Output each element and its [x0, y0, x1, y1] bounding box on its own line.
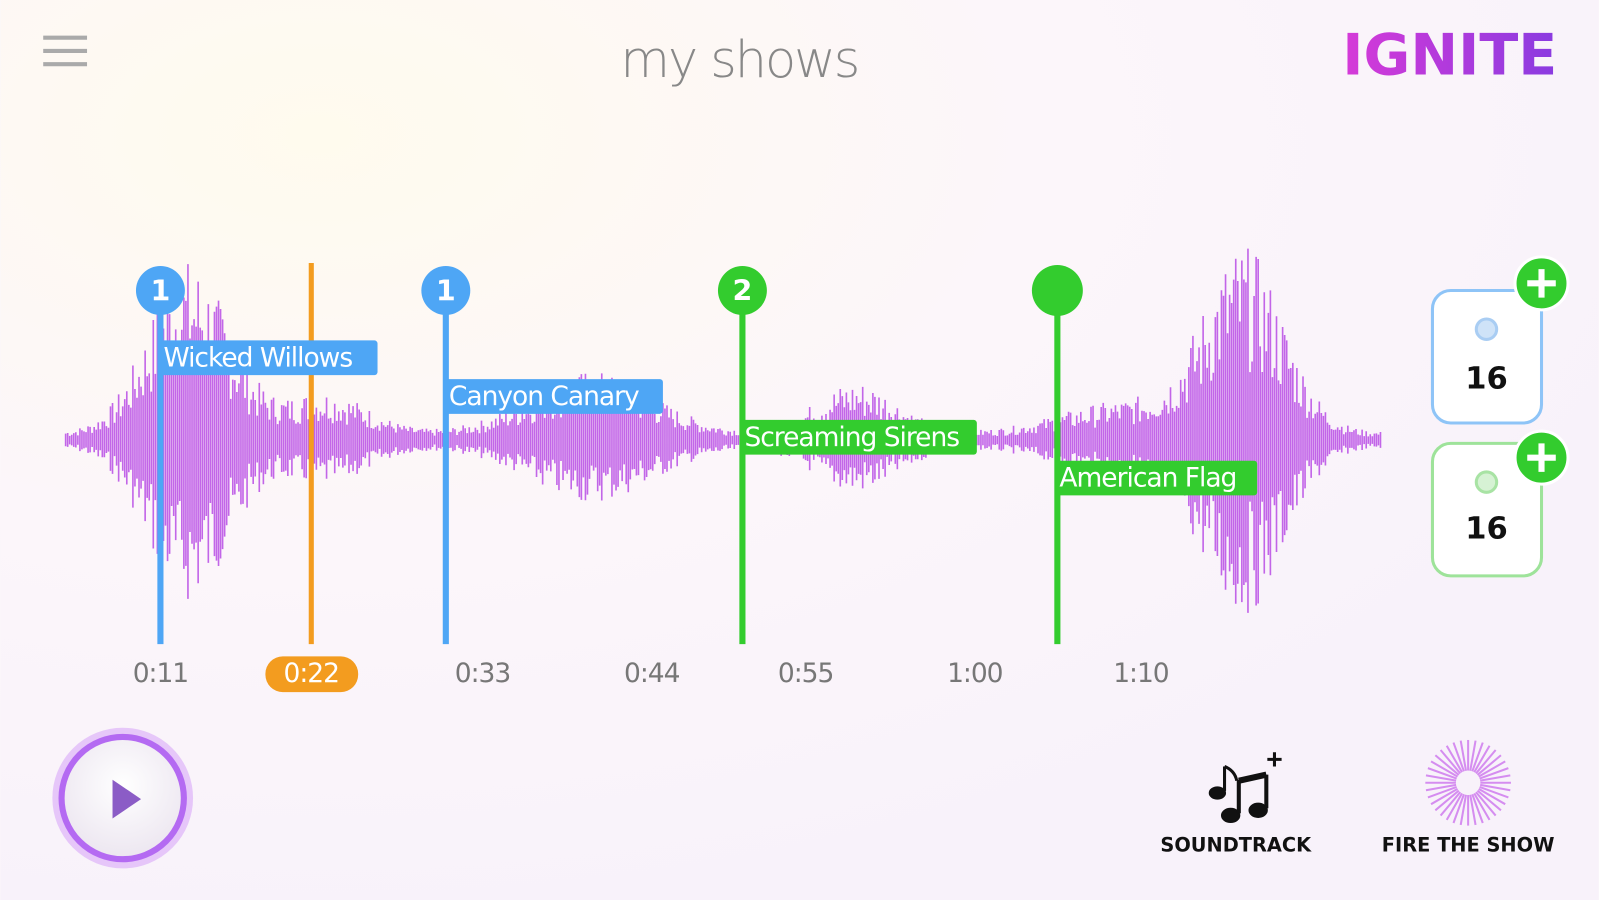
time-label: 0:44 [624, 658, 680, 689]
cue[interactable]: 1 Wicked Willows [135, 266, 378, 645]
cue-badge: 1 [151, 275, 171, 308]
burst-ray [1475, 791, 1497, 817]
burst-ray [1427, 767, 1457, 780]
burst-ray [1469, 740, 1477, 771]
logo: IGNITE [1342, 23, 1557, 89]
cue[interactable]: 2 Screaming Sirens [717, 266, 977, 645]
cue-badge: 1 [436, 275, 456, 308]
menu-button[interactable] [43, 35, 88, 67]
counter-card[interactable]: 16 [1430, 288, 1544, 425]
time-label: 0:33 [455, 658, 510, 689]
fire-show-button[interactable]: FIRE THE SHOW [1382, 739, 1555, 857]
burst-ray [1430, 788, 1459, 806]
action-label: FIRE THE SHOW [1382, 833, 1555, 856]
cue-label: Screaming Sirens [744, 422, 959, 453]
burst-ray [1473, 745, 1491, 773]
time-label: 1:00 [947, 658, 1003, 689]
burst-ray [1427, 786, 1457, 799]
burst-ray [1452, 793, 1465, 824]
burst-ray [1434, 754, 1460, 776]
play-button[interactable] [52, 727, 194, 869]
cue-label: Wicked Willows [163, 342, 352, 373]
add-button[interactable] [1513, 429, 1570, 486]
counter-value: 16 [1465, 362, 1508, 397]
burst-ray [1459, 794, 1468, 826]
burst-ray [1425, 783, 1457, 792]
burst-ray [1445, 745, 1463, 773]
burst-ray [1439, 791, 1462, 817]
cue[interactable]: 1 Canyon Canary [421, 266, 663, 645]
burst-ray [1439, 749, 1462, 775]
burst-ray [1479, 774, 1511, 782]
action-label: SOUNDTRACK [1160, 833, 1312, 856]
burst-ray [1459, 740, 1468, 771]
burst-ray [1479, 783, 1511, 792]
burst-ray [1471, 742, 1484, 772]
time-label: 0:22 [284, 658, 339, 689]
page-title: my shows [620, 31, 858, 90]
current-time-pill [265, 656, 359, 693]
cue-badge: 2 [733, 275, 753, 308]
burst-ray [1434, 789, 1460, 812]
burst-ray [1469, 794, 1477, 826]
burst-ray [1475, 749, 1497, 775]
time-label: 0:55 [778, 658, 833, 689]
cue[interactable]: American Flag [1031, 265, 1258, 645]
burst-ray [1479, 767, 1509, 780]
time-label: 1:10 [1113, 658, 1169, 689]
counter-value: 16 [1465, 512, 1508, 547]
burst-ray [1425, 774, 1457, 782]
burst-ray [1479, 786, 1509, 799]
cue-label: American Flag [1059, 463, 1236, 494]
add-button[interactable] [1513, 255, 1570, 312]
burst-ray [1476, 754, 1502, 776]
counter-card[interactable]: 16 [1430, 441, 1544, 578]
burst-ray [1476, 789, 1502, 812]
burst-ray [1430, 760, 1459, 778]
soundtrack-button[interactable]: SOUNDTRACK [1160, 752, 1312, 856]
cue-label: Canyon Canary [449, 381, 639, 412]
burst-ray [1478, 760, 1506, 778]
burst-ray [1473, 792, 1491, 821]
burst-ray [1471, 793, 1484, 824]
time-label: 0:11 [133, 658, 188, 689]
burst-ray [1452, 742, 1465, 772]
burst-ray [1445, 792, 1463, 821]
burst-ray [1478, 788, 1506, 806]
